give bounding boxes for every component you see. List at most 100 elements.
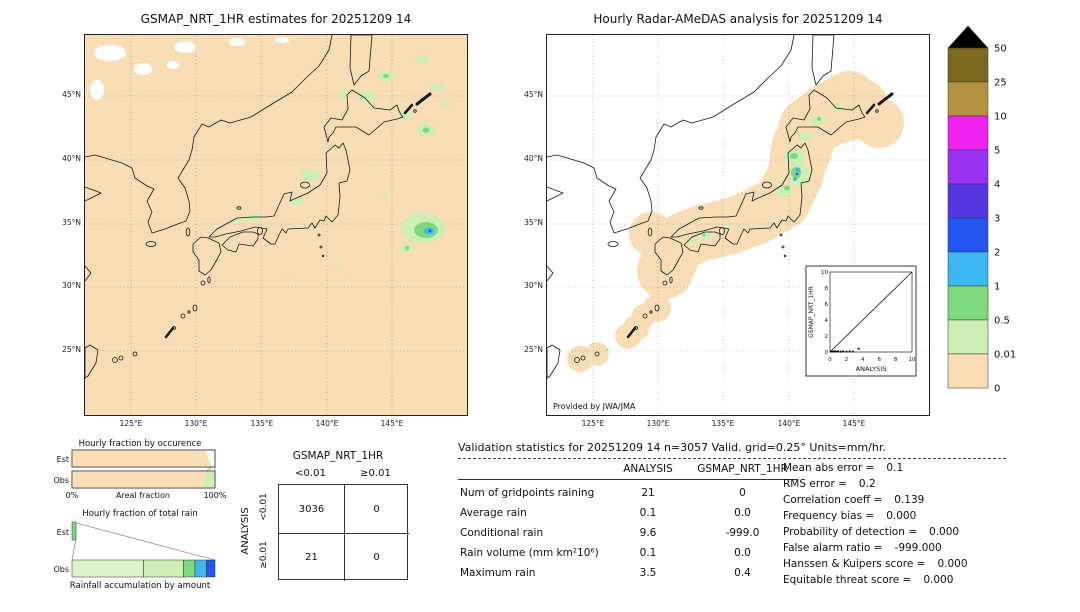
colorbar: 50 25 10 5 4 3 2 1 0.5 0.01 0 <box>947 25 1016 395</box>
axis-100pct: 100% <box>204 491 227 500</box>
lon-tick: 125°E <box>119 419 143 428</box>
stats-row: Conditional rain 9.6 -999.0 <box>460 527 760 539</box>
svg-text:50: 50 <box>994 44 1007 55</box>
svg-text:0.5: 0.5 <box>994 316 1010 327</box>
lon-tick: 140°E <box>777 419 801 428</box>
svg-text:10: 10 <box>994 112 1007 123</box>
col-header: <0.01 <box>295 468 326 479</box>
scatter-points <box>829 347 860 353</box>
inset-y-ticks: 0 2 4 6 8 10 <box>821 270 829 356</box>
lat-tick: 30°N <box>524 281 543 290</box>
contingency-table: GSMAP_NRT_1HR <0.01 ≥0.01 ANALYSIS <0.01… <box>238 444 418 604</box>
contingency-grid: 3036 0 21 0 <box>278 484 409 581</box>
svg-text:4: 4 <box>994 180 1000 191</box>
one-to-one-line <box>829 271 913 353</box>
svg-text:0: 0 <box>828 357 832 363</box>
totalrain-obs-bar <box>71 559 216 578</box>
svg-text:1: 1 <box>994 282 1000 293</box>
svg-text:5: 5 <box>994 146 1000 157</box>
totalrain-est-bar <box>71 521 77 541</box>
lon-tick: 140°E <box>315 419 339 428</box>
svg-text:2: 2 <box>845 357 849 363</box>
totalrain-chart-title: Hourly fraction of total rain <box>82 509 197 519</box>
lon-tick: 130°E <box>184 419 208 428</box>
score-line: Correlation coeff = 0.139 <box>783 494 925 506</box>
missing-data-patches <box>90 37 289 100</box>
stats-row: Maximum rain 3.5 0.4 <box>460 567 751 579</box>
radar-rain-cells <box>604 104 844 353</box>
lat-tick: 35°N <box>524 218 543 227</box>
gsmap-rain-cells <box>232 55 450 279</box>
inset-x-ticks: 0 2 4 6 8 10 <box>828 357 916 363</box>
col-header: ≥0.01 <box>360 468 391 479</box>
lat-tick: 45°N <box>524 90 543 99</box>
svg-text:10: 10 <box>909 357 916 363</box>
fraction-charts: Hourly fraction by occurence Est Obs 0% … <box>53 439 227 591</box>
svg-text:0: 0 <box>825 350 829 356</box>
stats-row: Num of gridpoints raining 21 0 <box>460 487 746 499</box>
col-gsmap: GSMAP_NRT_1HR <box>697 463 788 475</box>
occurrence-est-bar <box>71 449 216 468</box>
validation-statistics: Validation statistics for 20251209 14 n=… <box>458 441 1018 609</box>
inset-scatter: 0 2 4 6 8 10 0 2 4 6 8 10 GSMAP_NRT_1HR … <box>805 265 917 377</box>
svg-text:2: 2 <box>825 334 829 340</box>
right-map-title: Hourly Radar-AMeDAS analysis for 2025120… <box>593 12 883 26</box>
dashed-divider <box>458 458 1006 459</box>
stats-title: Validation statistics for 20251209 14 n=… <box>458 441 886 454</box>
row-label-obs: Obs <box>53 565 69 574</box>
lat-tick: 35°N <box>62 218 81 227</box>
gsmap-map <box>83 33 467 415</box>
graticule <box>85 35 467 415</box>
lat-tick: 30°N <box>62 281 81 290</box>
svg-text:0.01: 0.01 <box>994 350 1016 361</box>
inset-x-label: ANALYSIS <box>856 365 887 373</box>
occurrence-chart-title: Hourly fraction by occurence <box>79 439 202 449</box>
svg-text:8: 8 <box>825 286 829 292</box>
col-analysis: ANALYSIS <box>623 463 673 475</box>
svg-text:6: 6 <box>825 302 829 308</box>
lat-tick: 25°N <box>62 345 81 354</box>
lon-tick: 145°E <box>842 419 866 428</box>
row-label-est: Est <box>57 528 69 537</box>
lat-tick: 40°N <box>524 154 543 163</box>
inset-y-label: GSMAP_NRT_1HR <box>808 286 815 338</box>
stats-row: Rain volume (mm km²10⁶) 0.1 0.0 <box>460 547 751 559</box>
score-line: Equitable threat score = 0.000 <box>783 574 954 586</box>
stats-row: Average rain 0.1 0.0 <box>460 507 751 519</box>
axis-0pct: 0% <box>66 491 79 500</box>
header-rule <box>458 479 798 480</box>
lon-tick: 135°E <box>250 419 274 428</box>
svg-text:2: 2 <box>994 248 1000 259</box>
score-line: Hanssen & Kuipers score = 0.000 <box>783 558 968 570</box>
lon-tick: 135°E <box>711 419 735 428</box>
row-label-obs: Obs <box>53 476 69 485</box>
colorbar-boxes <box>947 47 989 389</box>
radar-map-panel: Provided by JWA/JMA 0 2 4 6 <box>545 33 930 416</box>
lat-tick: 40°N <box>62 154 81 163</box>
cell-miss: 21 <box>305 551 318 563</box>
left-map-title: GSMAP_NRT_1HR estimates for 20251209 14 <box>140 12 412 26</box>
svg-text:8: 8 <box>894 357 898 363</box>
radar-map: Provided by JWA/JMA 0 2 4 6 <box>545 33 929 415</box>
svg-text:10: 10 <box>821 270 828 276</box>
totalrain-x-label: Rainfall accumulation by amount <box>70 581 211 591</box>
svg-text:3: 3 <box>994 214 1000 225</box>
score-line: RMS error = 0.2 <box>783 478 876 490</box>
graticule <box>547 35 929 415</box>
score-line: False alarm ratio = -999.000 <box>783 542 942 554</box>
lat-tick: 25°N <box>524 345 543 354</box>
colorbar-labels: 50 25 10 5 4 3 2 1 0.5 0.01 0 <box>994 44 1016 395</box>
credit-text: Provided by JWA/JMA <box>553 402 636 411</box>
svg-text:4: 4 <box>825 318 829 324</box>
analysis-axis-label: ANALYSIS <box>240 507 251 555</box>
score-line: Frequency bias = 0.000 <box>783 510 917 522</box>
lon-tick: 130°E <box>646 419 670 428</box>
gsmap-map-panel <box>83 33 468 416</box>
svg-text:0: 0 <box>994 384 1000 395</box>
contingency-title: GSMAP_NRT_1HR <box>292 450 384 462</box>
svg-text:4: 4 <box>861 357 865 363</box>
occurrence-obs-bar <box>71 470 216 489</box>
cell-hit-none: 3036 <box>298 503 325 515</box>
score-line: Mean abs error = 0.1 <box>783 462 904 474</box>
